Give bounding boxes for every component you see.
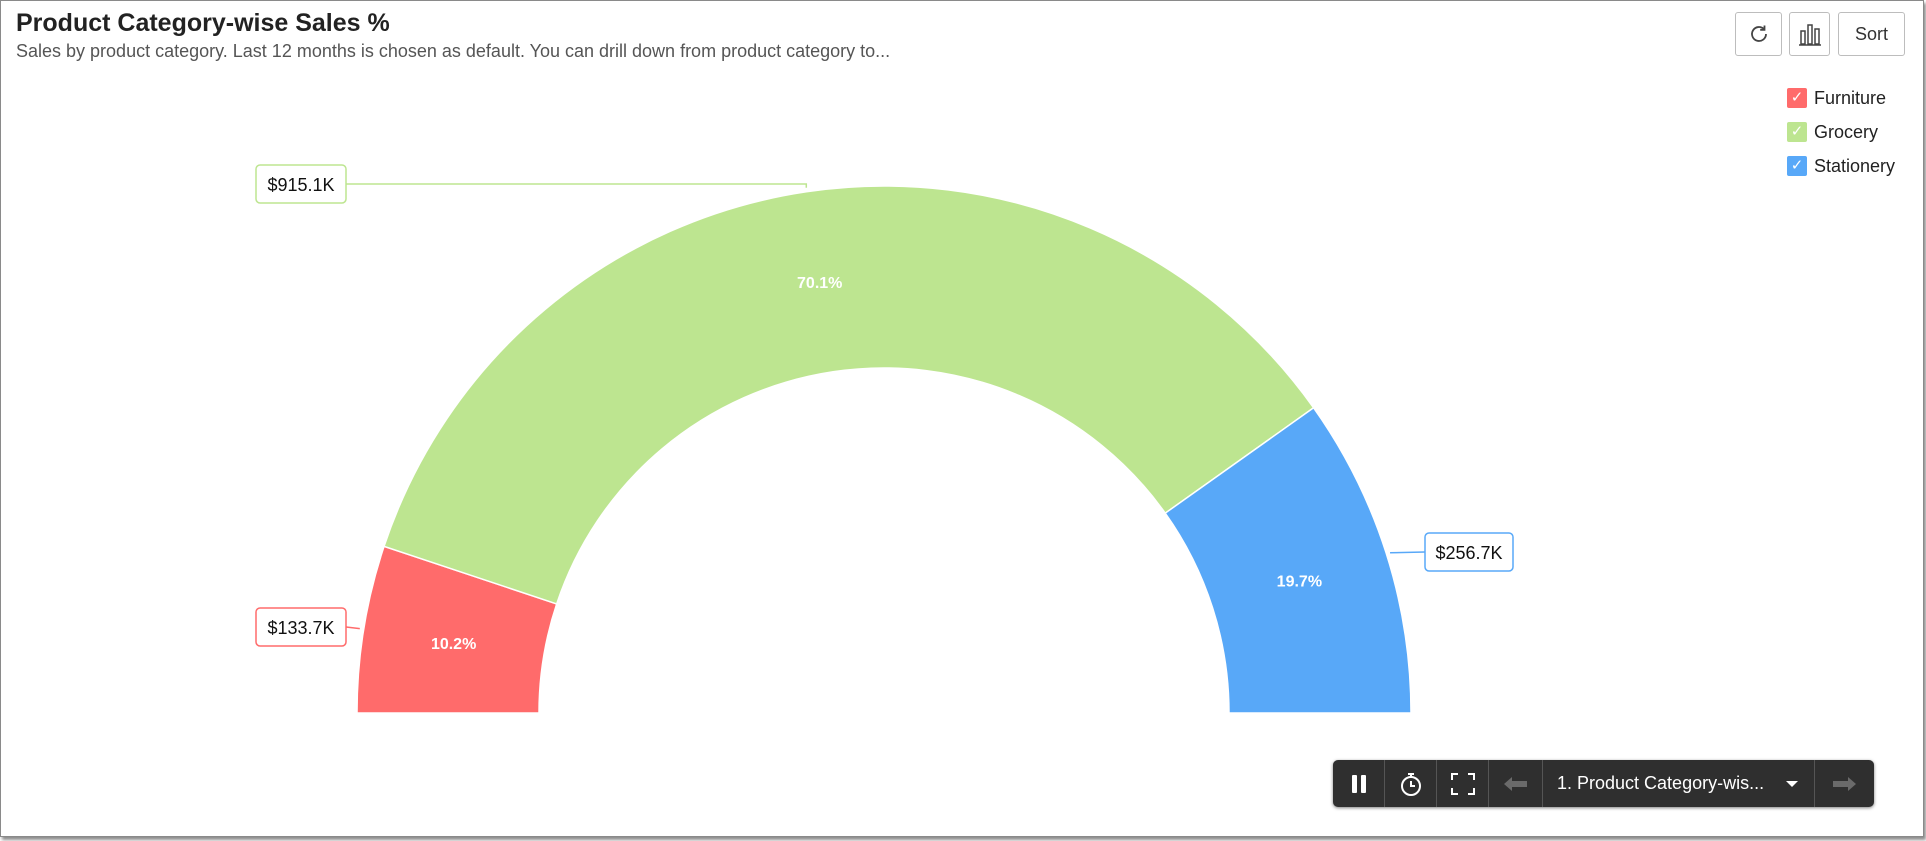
refresh-icon xyxy=(1750,25,1767,42)
bar-chart-icon xyxy=(1798,24,1821,46)
page-title: Product Category-wise Sales % xyxy=(16,9,390,37)
pause-button[interactable] xyxy=(1333,760,1385,807)
stopwatch-icon xyxy=(1400,772,1421,796)
refresh-button[interactable] xyxy=(1735,12,1782,56)
value-callout-box xyxy=(255,607,347,647)
slide-select[interactable]: 1. Product Category-wis... xyxy=(1543,760,1815,807)
legend-label: Stationery xyxy=(1814,155,1896,176)
legend-checkbox[interactable]: ✓ xyxy=(1787,122,1807,142)
slice-stationery[interactable] xyxy=(1164,406,1412,714)
chart-type-button[interactable] xyxy=(1789,12,1830,56)
chart-description: Sales by product category. Last 12 month… xyxy=(16,41,891,61)
legend-item-grocery[interactable]: ✓ Grocery xyxy=(1787,115,1895,149)
pause-icon xyxy=(1351,774,1366,793)
legend-checkbox[interactable]: ✓ xyxy=(1787,88,1807,108)
slice-grocery[interactable] xyxy=(383,185,1315,605)
arrow-left-icon xyxy=(1503,776,1527,791)
previous-button[interactable] xyxy=(1489,760,1543,807)
arrow-right-icon xyxy=(1833,776,1856,791)
value-callout-box xyxy=(1424,532,1514,572)
timer-button[interactable] xyxy=(1385,760,1437,807)
sort-button[interactable]: Sort xyxy=(1838,12,1905,56)
slice-percent-label: 70.1% xyxy=(797,275,842,292)
slide-select-value: 1. Product Category-wis... xyxy=(1557,773,1765,793)
fullscreen-button[interactable] xyxy=(1437,760,1489,807)
callout-connector xyxy=(345,626,360,630)
fullscreen-icon xyxy=(1450,772,1475,795)
legend-item-furniture[interactable]: ✓ Furniture xyxy=(1787,81,1895,115)
callout-connector xyxy=(1390,551,1426,554)
chevron-down-icon xyxy=(1786,780,1798,787)
value-callout-label: $133.7K xyxy=(267,618,334,638)
value-callout-label: $915.1K xyxy=(267,175,334,195)
slideshow-player: 1. Product Category-wis... xyxy=(1333,760,1874,807)
legend-label: Furniture xyxy=(1814,87,1887,108)
value-callout-label: $256.7K xyxy=(1435,543,1502,563)
chart-legend: ✓ Furniture ✓ Grocery ✓ Stationery xyxy=(1787,81,1895,183)
value-callout-box xyxy=(255,164,347,204)
slice-percent-label: 19.7% xyxy=(1277,573,1322,590)
callout-connector xyxy=(346,183,808,188)
slice-percent-label: 10.2% xyxy=(431,636,476,653)
next-button[interactable] xyxy=(1815,760,1873,807)
legend-item-stationery[interactable]: ✓ Stationery xyxy=(1787,149,1895,183)
legend-checkbox[interactable]: ✓ xyxy=(1787,156,1807,176)
legend-label: Grocery xyxy=(1814,121,1879,142)
